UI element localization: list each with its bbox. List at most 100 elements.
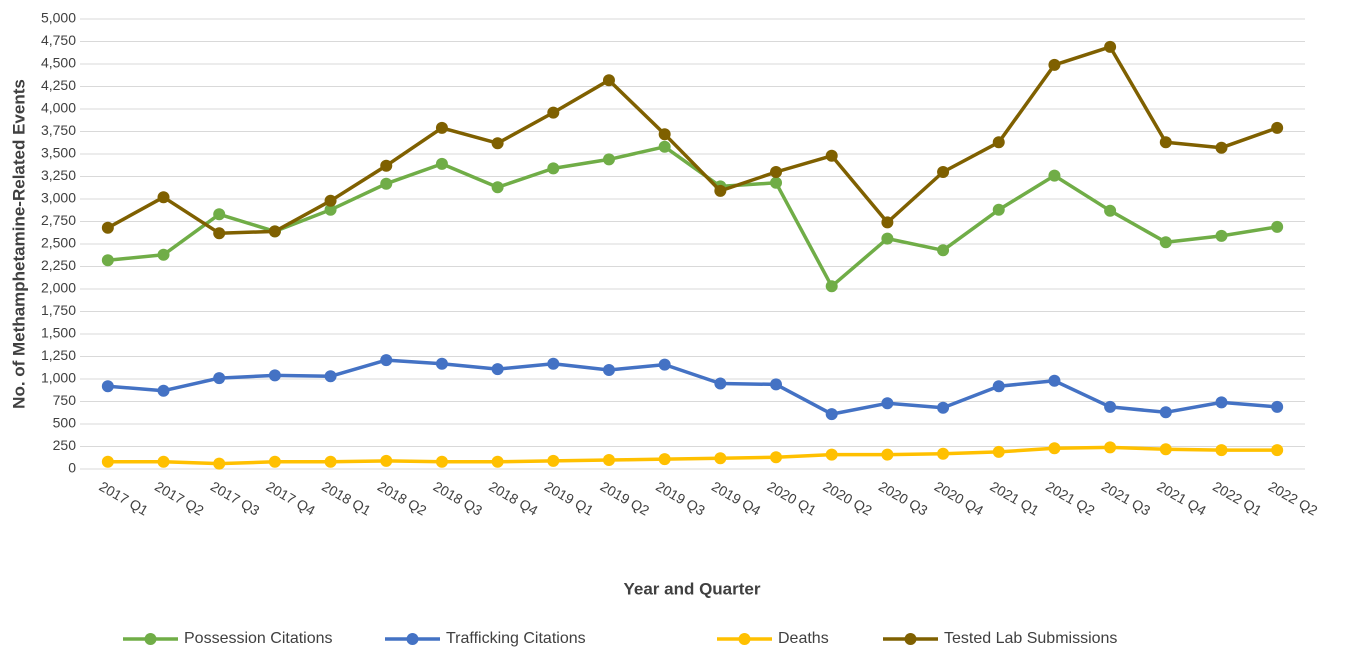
data-point bbox=[268, 225, 281, 238]
data-point bbox=[547, 162, 560, 175]
x-tick-label: 2020 Q1 bbox=[765, 478, 820, 519]
data-point bbox=[770, 378, 783, 391]
x-tick-label: 2021 Q2 bbox=[1043, 478, 1098, 519]
x-tick-label: 2020 Q3 bbox=[876, 478, 931, 519]
data-point bbox=[825, 280, 838, 293]
data-point bbox=[380, 354, 393, 367]
x-tick-label: 2017 Q1 bbox=[96, 478, 151, 519]
data-point bbox=[770, 176, 783, 189]
y-axis-title: No. of Methamphetamine-Related Events bbox=[9, 79, 28, 409]
data-point bbox=[1271, 444, 1284, 457]
data-point bbox=[602, 454, 615, 466]
legend-label: Trafficking Citations bbox=[446, 630, 586, 647]
data-point bbox=[324, 203, 337, 216]
data-point bbox=[1215, 444, 1228, 457]
data-point bbox=[101, 380, 114, 393]
data-point bbox=[1104, 204, 1117, 217]
data-point bbox=[881, 232, 894, 245]
data-point bbox=[1271, 400, 1284, 413]
y-tick-label: 2,000 bbox=[41, 280, 76, 296]
data-point bbox=[825, 448, 838, 461]
data-point bbox=[380, 177, 393, 190]
data-point bbox=[435, 121, 448, 134]
data-point bbox=[380, 159, 393, 172]
x-tick-label: 2019 Q1 bbox=[542, 478, 597, 519]
x-tick-label: 2020 Q4 bbox=[932, 478, 987, 519]
data-point bbox=[101, 221, 114, 234]
data-point bbox=[937, 244, 950, 257]
data-point bbox=[157, 455, 170, 468]
y-tick-label: 1,500 bbox=[41, 325, 76, 341]
data-point bbox=[602, 364, 615, 376]
data-point bbox=[770, 166, 783, 178]
x-tick-label: 2021 Q3 bbox=[1099, 478, 1154, 519]
data-point bbox=[602, 153, 615, 166]
data-point bbox=[491, 363, 504, 376]
data-point bbox=[213, 227, 226, 240]
data-point bbox=[658, 358, 671, 371]
data-point bbox=[1215, 396, 1228, 409]
data-point bbox=[1104, 441, 1117, 454]
legend-label: Deaths bbox=[778, 630, 829, 647]
y-tick-label: 4,500 bbox=[41, 55, 76, 71]
data-point bbox=[157, 384, 170, 397]
y-tick-label: 5,000 bbox=[41, 10, 76, 26]
data-point bbox=[992, 380, 1005, 393]
data-point bbox=[547, 357, 560, 370]
data-point bbox=[1159, 443, 1172, 456]
x-tick-label: 2019 Q3 bbox=[653, 478, 708, 519]
data-point bbox=[825, 408, 838, 421]
x-tick-label: 2017 Q2 bbox=[152, 478, 207, 519]
y-tick-label: 2,500 bbox=[41, 235, 76, 251]
data-point bbox=[1159, 406, 1172, 419]
x-tick-label: 2020 Q2 bbox=[820, 478, 875, 519]
y-tick-label: 500 bbox=[53, 415, 77, 431]
data-point bbox=[992, 445, 1005, 458]
data-point bbox=[435, 157, 448, 170]
x-tick-label: 2018 Q3 bbox=[431, 478, 486, 519]
series-line bbox=[106, 45, 1278, 235]
data-point bbox=[1104, 40, 1117, 53]
data-point bbox=[491, 455, 504, 468]
data-point bbox=[435, 455, 448, 468]
data-point bbox=[992, 136, 1005, 149]
data-point bbox=[1048, 374, 1061, 387]
data-point bbox=[213, 457, 226, 470]
x-tick-label: 2022 Q1 bbox=[1210, 478, 1265, 519]
data-point bbox=[1215, 229, 1228, 242]
data-point bbox=[435, 357, 448, 370]
data-point bbox=[825, 149, 838, 162]
x-tick-label: 2021 Q1 bbox=[987, 478, 1042, 519]
y-tick-label: 3,500 bbox=[41, 145, 76, 161]
data-point bbox=[881, 448, 894, 461]
data-point bbox=[324, 194, 337, 207]
x-tick-label: 2021 Q4 bbox=[1154, 478, 1209, 519]
y-tick-label: 4,250 bbox=[41, 77, 76, 93]
y-tick-label: 1,250 bbox=[41, 347, 76, 363]
data-point bbox=[547, 106, 560, 119]
data-point bbox=[992, 203, 1005, 216]
series-line bbox=[107, 445, 1278, 466]
data-point bbox=[380, 454, 393, 467]
data-point bbox=[937, 401, 950, 414]
x-tick-label: 2019 Q4 bbox=[709, 478, 764, 519]
series-line bbox=[107, 358, 1278, 416]
x-tick-label: 2018 Q1 bbox=[319, 478, 374, 519]
y-tick-label: 1,000 bbox=[41, 370, 76, 386]
x-tick-label: 2017 Q3 bbox=[208, 478, 263, 519]
data-point bbox=[491, 137, 504, 150]
data-point bbox=[324, 370, 337, 383]
data-point bbox=[101, 455, 114, 468]
y-tick-label: 0 bbox=[68, 460, 76, 476]
data-point bbox=[602, 74, 615, 87]
x-tick-label: 2017 Q4 bbox=[264, 478, 319, 519]
series-line bbox=[107, 145, 1278, 289]
data-point bbox=[213, 372, 226, 385]
x-tick-label: 2018 Q4 bbox=[486, 478, 541, 519]
y-tick-label: 4,750 bbox=[41, 32, 76, 48]
legend-label: Possession Citations bbox=[184, 630, 333, 647]
data-point bbox=[937, 166, 950, 178]
data-point bbox=[324, 455, 337, 468]
data-point bbox=[937, 447, 950, 460]
